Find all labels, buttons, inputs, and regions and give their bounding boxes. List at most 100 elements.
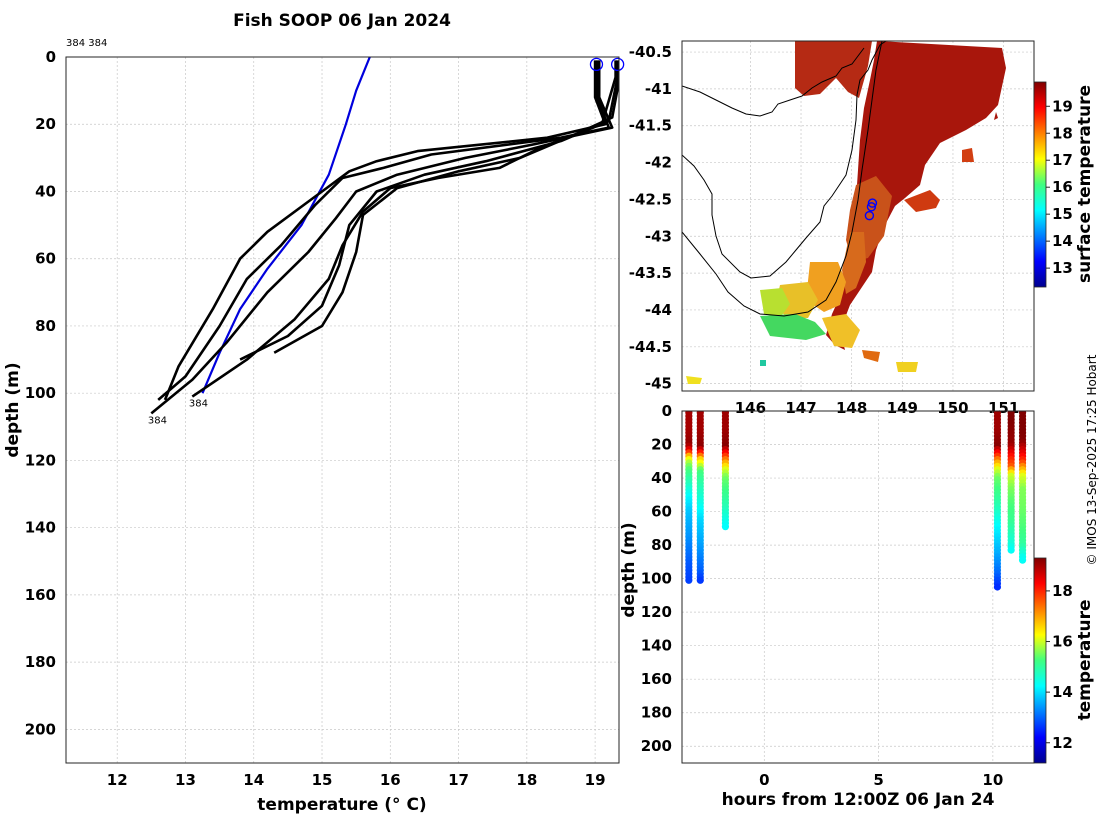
time-depth-panel: 0 5 10 0 20 40 60 80 100 120 140 160 180 200 hours f… — [619, 402, 1095, 810]
time-y-tick-label: 180 — [641, 704, 672, 722]
time-x-tick-label: 10 — [982, 771, 1003, 789]
map-y-ticks: -40.5 -41 -41.5 -42 -42.5 -43 -43.5 -44 -44.5 -45 — [629, 43, 672, 393]
y-tick-label: 180 — [25, 653, 56, 671]
y-tick-label: 0 — [46, 48, 56, 66]
profiles-panel: 384 384 12 13 14 15 16 17 18 19 0 20 40 60 80 100 120 1… — [3, 48, 625, 815]
temperature-colorbar-tick-label: 16 — [1052, 633, 1073, 651]
figure-title: Fish SOOP 06 Jan 2024 — [233, 11, 451, 31]
y-tick-label: 160 — [25, 586, 56, 604]
temperature-colorbar-tick-label: 18 — [1052, 582, 1073, 600]
time-depth-frame — [681, 410, 1035, 764]
map-y-tick-label: -44 — [645, 301, 672, 319]
time-depth-y-ticks: 0 20 40 60 80 100 120 140 160 180 200 — [641, 402, 672, 755]
map-x-tick-label: 147 — [785, 399, 816, 417]
time-y-tick-label: 0 — [662, 402, 672, 420]
sst-colorbar-tick-label: 15 — [1052, 205, 1073, 223]
map-y-tick-label: -40.5 — [629, 43, 672, 61]
map-y-tick-label: -44.5 — [629, 338, 672, 356]
map-x-tick-label: 148 — [836, 399, 867, 417]
sst-colorbar-tick-label: 16 — [1052, 178, 1073, 196]
profiles-annotations: 384 384 — [148, 57, 625, 426]
time-y-tick-label: 120 — [641, 603, 672, 621]
map-x-tick-label: 151 — [988, 399, 1019, 417]
y-tick-label: 140 — [25, 519, 56, 537]
map-y-tick-label: -43.5 — [629, 264, 672, 282]
temperature-colorbar-ticks: 12 14 16 18 — [1046, 582, 1073, 752]
time-depth-casts — [685, 411, 1027, 591]
x-tick-label: 18 — [516, 771, 537, 789]
map-x-tick-label: 150 — [937, 399, 968, 417]
credit-text: © IMOS 13-Sep-2025 17:25 Hobart — [1085, 354, 1099, 565]
time-x-tick-label: 5 — [873, 771, 883, 789]
cast-point — [721, 523, 730, 531]
profiles-y-ticks: 0 20 40 60 80 100 120 140 160 180 200 — [25, 48, 56, 738]
profile-line — [191, 60, 617, 398]
profiles-grid — [66, 56, 619, 763]
profile-line — [239, 60, 619, 361]
time-depth-grid — [682, 410, 1034, 763]
map-x-ticks: 146 147 148 149 150 151 — [735, 399, 1020, 417]
cast-point — [696, 576, 704, 584]
map-y-tick-label: -41 — [645, 80, 672, 98]
cast-point — [1007, 546, 1015, 554]
sst-colorbar-tick-label: 13 — [1052, 259, 1073, 277]
sst-map-panel: 146 147 148 149 150 151 -40.5-41-41.5-42-42.5… — [629, 40, 1095, 417]
x-tick-label: 12 — [107, 771, 128, 789]
profiles-frame — [65, 56, 620, 764]
temperature-colorbar — [1033, 557, 1047, 764]
x-tick-label: 15 — [312, 771, 333, 789]
x-tick-label: 14 — [243, 771, 264, 789]
cast-point — [993, 583, 1002, 591]
profile-line — [163, 60, 607, 401]
sst-colorbar-ticks: 13 14 15 16 17 18 19 — [1046, 97, 1073, 277]
profiles-x-label: temperature (° C) — [257, 795, 426, 815]
temperature-colorbar-tick-label: 12 — [1052, 734, 1073, 752]
time-y-tick-label: 160 — [641, 670, 672, 688]
time-y-tick-label: 20 — [651, 436, 672, 454]
map-y-tick-label: -43 — [645, 227, 672, 245]
map-y-tick-label: -41.5 — [629, 117, 672, 135]
y-tick-label: 40 — [35, 182, 56, 200]
time-depth-x-ticks: 0 5 10 — [759, 771, 1003, 789]
y-tick-label: 80 — [35, 317, 56, 335]
time-y-tick-label: 40 — [651, 469, 672, 487]
profile-start-marker — [589, 57, 604, 72]
y-tick-label: 120 — [25, 451, 56, 469]
profiles-series — [150, 57, 619, 415]
y-tick-label: 60 — [35, 250, 56, 268]
time-y-tick-label: 80 — [651, 536, 672, 554]
profile-line — [157, 60, 611, 401]
sst-colorbar — [1033, 81, 1047, 288]
climatology-line — [201, 57, 371, 394]
time-depth-y-label: depth (m) — [619, 522, 639, 617]
sst-colorbar-label: surface temperature — [1075, 85, 1095, 283]
sst-colorbar-tick-label: 18 — [1052, 124, 1073, 142]
profile-line — [150, 60, 614, 415]
profile-end-label: 384 — [148, 415, 167, 426]
profiles-x-ticks: 12 13 14 15 16 17 18 19 — [107, 771, 606, 789]
time-depth-x-label: hours from 12:00Z 06 Jan 24 — [722, 790, 995, 810]
sst-colorbar-tick-label: 19 — [1052, 97, 1073, 115]
cast-point — [1018, 556, 1027, 564]
sst-field — [686, 41, 1006, 384]
map-x-tick-label: 146 — [735, 399, 766, 417]
x-tick-label: 19 — [585, 771, 606, 789]
time-y-tick-label: 200 — [641, 737, 672, 755]
time-y-tick-label: 60 — [651, 503, 672, 521]
map-y-tick-label: -42 — [645, 154, 672, 172]
profile-line — [273, 60, 619, 354]
sst-colorbar-tick-label: 14 — [1052, 232, 1073, 250]
top-profile-labels: 384 384 — [66, 38, 107, 49]
temperature-colorbar-label: temperature — [1075, 599, 1095, 720]
map-y-tick-label: -45 — [645, 375, 672, 393]
profile-end-label: 384 — [189, 399, 208, 410]
coastline — [682, 41, 887, 317]
y-tick-label: 200 — [25, 720, 56, 738]
time-x-tick-label: 0 — [759, 771, 769, 789]
y-tick-label: 20 — [35, 115, 56, 133]
map-track — [864, 198, 878, 221]
x-tick-label: 16 — [380, 771, 401, 789]
profile-start-marker — [610, 57, 625, 72]
temperature-colorbar-tick-label: 14 — [1052, 683, 1073, 701]
